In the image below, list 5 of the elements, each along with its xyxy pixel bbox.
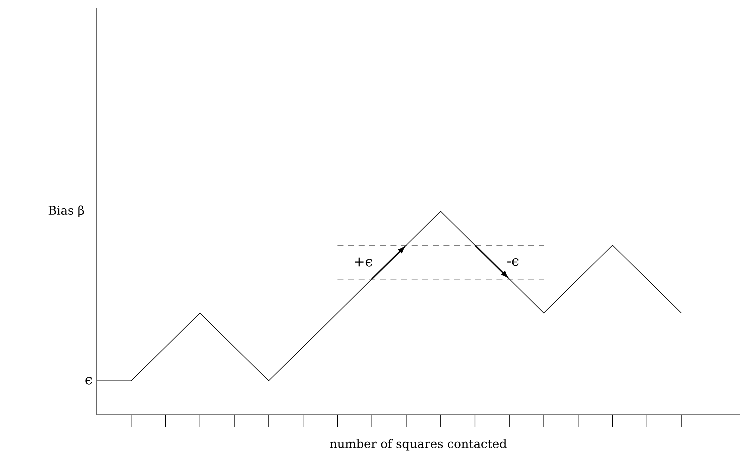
annotation: ϵ <box>86 377 92 385</box>
x-axis-title: number of squares contacted <box>330 439 507 451</box>
annotation: -ϵ <box>508 258 519 266</box>
y-axis-title: Bias β <box>48 206 84 218</box>
annotation: +ϵ <box>355 258 372 267</box>
